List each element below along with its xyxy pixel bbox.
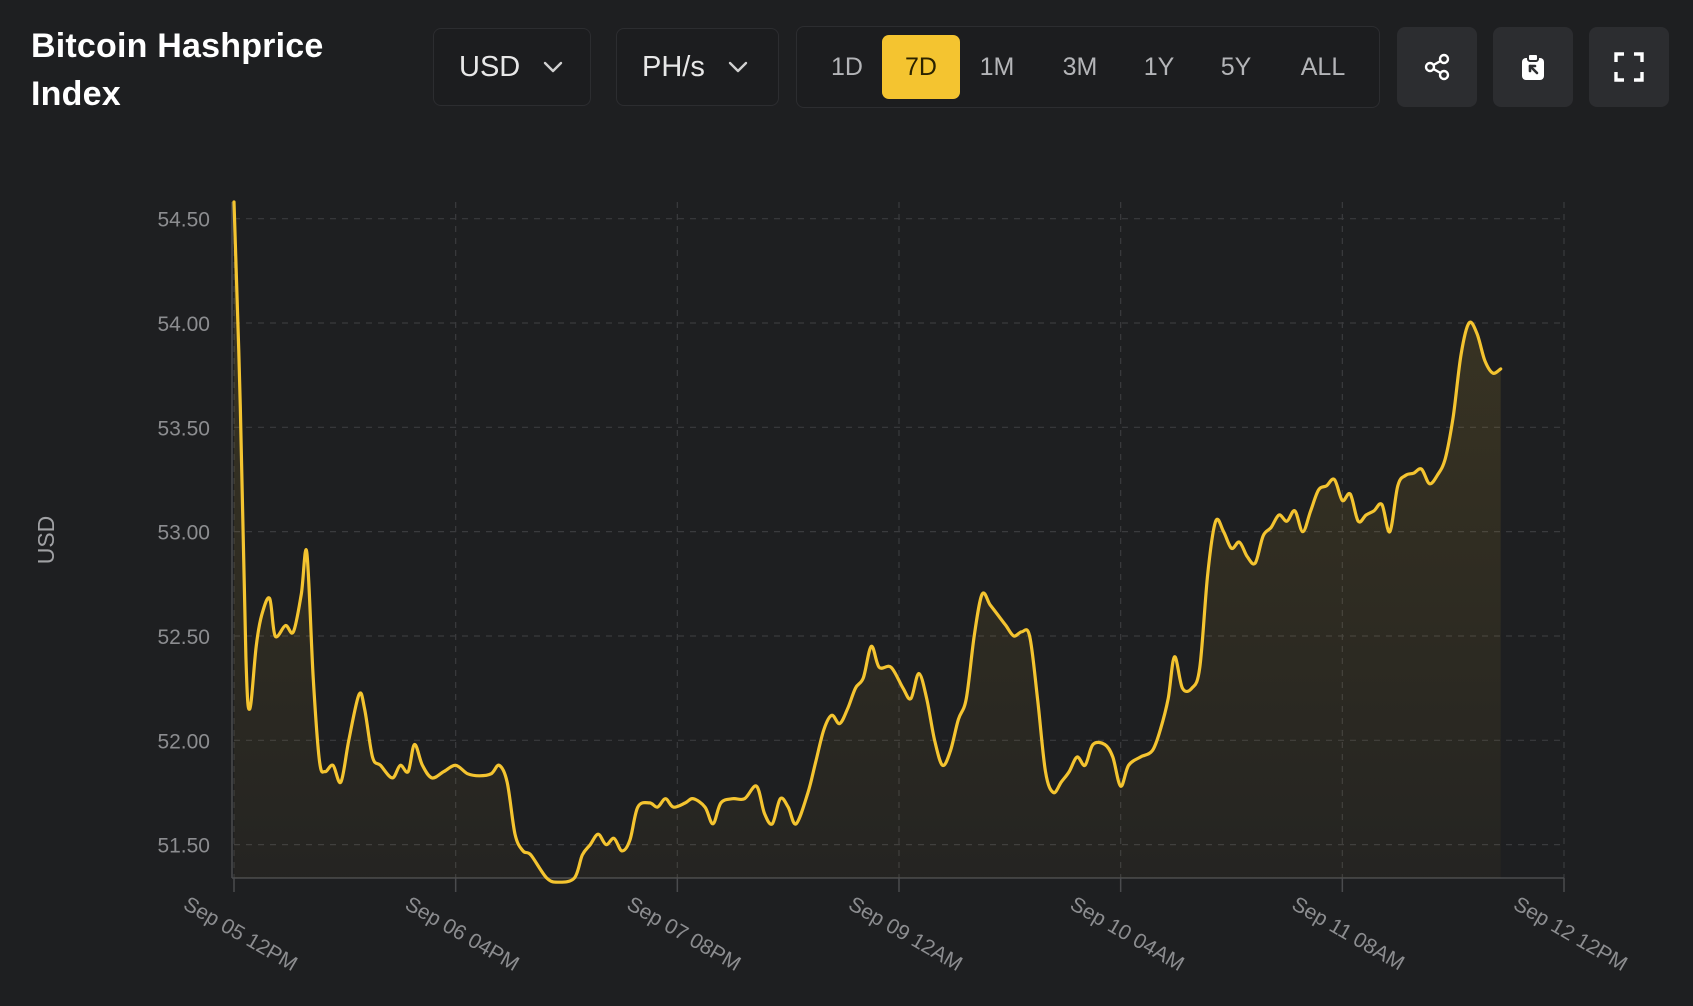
- x-tick-label: Sep 10 04AM: [1066, 892, 1188, 976]
- y-tick-label: 52.00: [157, 730, 210, 753]
- time-range-selector: 1D 7D 1M 3M 1Y 5Y ALL: [796, 26, 1380, 108]
- unit-select-value: PH/s: [642, 50, 705, 83]
- fullscreen-button[interactable]: [1589, 27, 1669, 107]
- series-area: [234, 202, 1501, 883]
- y-tick-label: 51.50: [157, 835, 210, 858]
- share-icon: [1424, 53, 1450, 81]
- y-axis: 54.50 54.00 53.50 53.00 52.50 52.00 51.50: [157, 209, 210, 858]
- x-tick-label: Sep 07 08PM: [623, 892, 745, 976]
- range-7d-button[interactable]: 7D: [882, 35, 960, 99]
- y-tick-label: 54.50: [157, 209, 210, 232]
- clipboard-icon: [1522, 53, 1544, 80]
- x-tick-label: Sep 06 04PM: [401, 892, 523, 976]
- range-1d-button[interactable]: 1D: [831, 53, 863, 81]
- y-tick-label: 54.00: [157, 313, 210, 336]
- series-line: [232, 200, 1503, 884]
- chevron-down-icon: [544, 61, 563, 73]
- x-tick-label: Sep 09 12AM: [845, 892, 967, 976]
- y-tick-label: 53.50: [157, 417, 210, 440]
- range-5y-button[interactable]: 5Y: [1220, 53, 1252, 81]
- range-1m-button[interactable]: 1M: [979, 53, 1015, 81]
- range-3m-button[interactable]: 3M: [1062, 53, 1098, 81]
- currency-select-value: USD: [459, 50, 521, 83]
- x-axis: Sep 05 12PM Sep 06 04PM Sep 07 08PM Sep 09 …: [180, 878, 1632, 976]
- range-all-button[interactable]: ALL: [1300, 53, 1346, 81]
- x-tick-label: Sep 05 12PM: [180, 892, 302, 976]
- currency-select[interactable]: USD: [433, 28, 591, 106]
- y-tick-label: 53.00: [157, 522, 210, 545]
- range-1y-button[interactable]: 1Y: [1143, 53, 1175, 81]
- fullscreen-icon: [1614, 52, 1644, 82]
- chevron-down-icon: [728, 61, 748, 73]
- x-tick-label: Sep 12 12PM: [1510, 892, 1632, 976]
- unit-select[interactable]: PH/s: [616, 28, 779, 106]
- x-tick-label: Sep 11 08AM: [1288, 892, 1408, 975]
- share-button[interactable]: [1397, 27, 1477, 107]
- y-tick-label: 52.50: [157, 626, 210, 649]
- y-axis-label: USD: [33, 516, 59, 565]
- page-title: Bitcoin Hashprice Index: [31, 27, 324, 113]
- copy-to-clipboard-button[interactable]: [1493, 27, 1573, 107]
